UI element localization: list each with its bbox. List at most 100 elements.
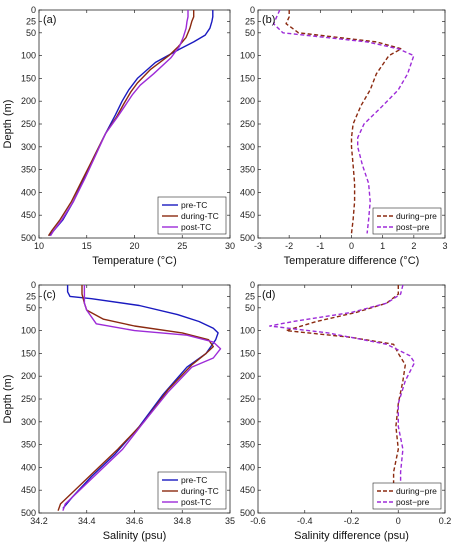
x-tick-label: 35 — [225, 516, 235, 526]
y-tick-label: 300 — [21, 142, 36, 152]
y-tick-label: 50 — [26, 28, 36, 38]
y-tick-label: 200 — [240, 371, 255, 381]
x-tick-label: -0.2 — [344, 516, 360, 526]
legend-entry: post−pre — [396, 222, 430, 232]
y-tick-label: 150 — [21, 348, 36, 358]
panel-4: -0.6 -0.4 -0.2 0 0.2025501001502002503003504… — [240, 280, 451, 542]
series-line-3 — [49, 10, 189, 237]
y-tick-label: 350 — [21, 165, 36, 175]
y-tick-label: 400 — [240, 187, 255, 197]
y-tick-label: 500 — [21, 233, 36, 243]
panel-2: -3 -2 -1 0 1 2 3025501001502002503003504004505… — [240, 5, 448, 267]
legend-entry: pre-TC — [181, 200, 207, 210]
y-tick-label: 25 — [26, 291, 36, 301]
x-tick-label: 3 — [442, 241, 447, 251]
y-tick-label: 250 — [21, 394, 36, 404]
y-tick-label: 450 — [21, 210, 36, 220]
x-tick-label: 30 — [225, 241, 235, 251]
y-tick-label: 350 — [240, 165, 255, 175]
series-line-1 — [62, 285, 219, 509]
y-tick-label: 250 — [240, 119, 255, 129]
y-tick-label: 300 — [21, 417, 36, 427]
y-tick-label: 100 — [240, 51, 255, 61]
panel-label: (c) — [43, 289, 56, 301]
y-tick-label: 450 — [240, 210, 255, 220]
y-tick-label: 450 — [21, 485, 36, 495]
y-tick-label: 350 — [240, 440, 255, 450]
y-tick-label: 100 — [21, 51, 36, 61]
legend-entry: during-TC — [181, 211, 219, 221]
y-tick-label: 150 — [21, 73, 36, 83]
y-tick-label: 250 — [240, 394, 255, 404]
y-tick-label: 25 — [245, 291, 255, 301]
y-tick-label: 0 — [31, 5, 36, 15]
y-tick-label: 250 — [21, 119, 36, 129]
y-tick-label: 100 — [240, 326, 255, 336]
y-tick-label: 0 — [31, 280, 36, 290]
y-tick-label: 200 — [21, 96, 36, 106]
legend-entry: post-TC — [181, 497, 211, 507]
y-tick-label: 300 — [240, 142, 255, 152]
panel-3: 34.2 34.4 34.6 34.8 350255010015020025030035… — [2, 280, 235, 542]
y-tick-label: 200 — [240, 96, 255, 106]
x-tick-label: -1 — [316, 241, 324, 251]
series-line-1 — [285, 10, 403, 234]
y-tick-label: 450 — [240, 485, 255, 495]
y-tick-label: 500 — [240, 508, 255, 518]
x-axis-label: Temperature (°C) — [92, 255, 176, 267]
y-tick-label: 50 — [245, 28, 255, 38]
y-tick-label: 400 — [21, 462, 36, 472]
y-tick-label: 100 — [21, 326, 36, 336]
x-tick-label: 0 — [349, 241, 354, 251]
x-tick-label: -0.6 — [250, 516, 266, 526]
y-tick-label: 0 — [250, 280, 255, 290]
x-tick-label: -3 — [254, 241, 262, 251]
x-tick-label: 0.2 — [439, 516, 452, 526]
legend-box — [372, 482, 442, 510]
x-axis-label: Salinity (psu) — [103, 530, 167, 542]
x-tick-label: 34.8 — [173, 516, 191, 526]
legend-entry: during-TC — [181, 486, 219, 496]
legend-entry: post−pre — [396, 497, 430, 507]
y-tick-label: 0 — [250, 5, 255, 15]
legend-entry: post-TC — [181, 222, 211, 232]
y-tick-label: 25 — [245, 16, 255, 26]
legend-entry: pre-TC — [181, 475, 207, 485]
panel-1: 10 15 20 25 30025501001502002503003504004505… — [2, 5, 235, 267]
legend-entry: during−pre — [396, 211, 437, 221]
y-tick-label: 350 — [21, 440, 36, 450]
x-tick-label: 34.2 — [30, 516, 48, 526]
y-tick-label: 150 — [240, 348, 255, 358]
x-tick-label: 34.4 — [78, 516, 96, 526]
x-axis-label: Temperature difference (°C) — [284, 255, 420, 267]
y-tick-label: 200 — [21, 371, 36, 381]
legend-box — [372, 207, 442, 235]
axes-frame — [257, 9, 446, 239]
y-axis-label: Depth (m) — [2, 375, 14, 424]
y-tick-label: 50 — [245, 303, 255, 313]
x-tick-label: 34.6 — [126, 516, 144, 526]
y-tick-label: 500 — [240, 233, 255, 243]
series-line-2 — [269, 284, 416, 509]
x-tick-label: 2 — [411, 241, 416, 251]
panel-label: (a) — [43, 14, 56, 26]
y-axis-label: Depth (m) — [2, 100, 14, 149]
x-tick-label: 0 — [396, 516, 401, 526]
series-line-2 — [47, 10, 195, 237]
y-tick-label: 300 — [240, 417, 255, 427]
x-tick-label: 1 — [380, 241, 385, 251]
series-line-2 — [272, 9, 415, 234]
y-tick-label: 150 — [240, 73, 255, 83]
x-tick-label: 20 — [129, 241, 139, 251]
y-tick-label: 25 — [26, 16, 36, 26]
x-tick-label: 25 — [177, 241, 187, 251]
x-tick-label: -0.4 — [297, 516, 313, 526]
x-tick-label: 15 — [82, 241, 92, 251]
y-tick-label: 400 — [240, 462, 255, 472]
y-tick-label: 50 — [26, 303, 36, 313]
y-tick-label: 400 — [21, 187, 36, 197]
